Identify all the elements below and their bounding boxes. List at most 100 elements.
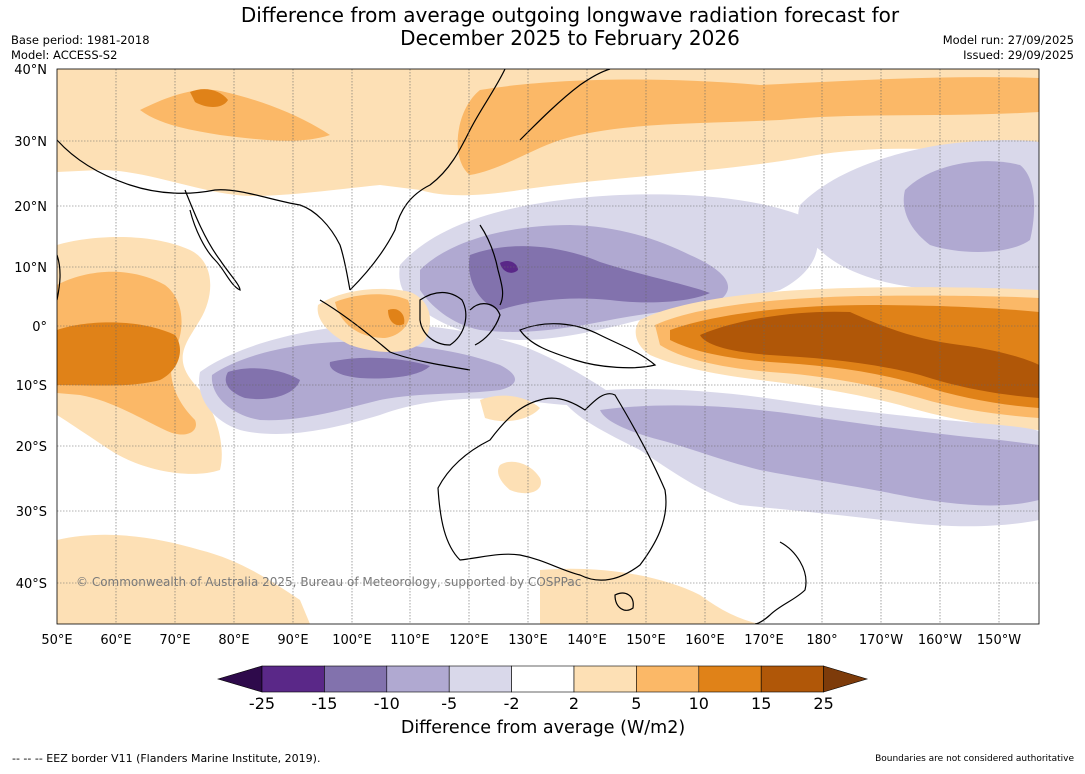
- longitude-labels: 50°E 60°E 70°E 80°E 90°E 100°E 110°E 120…: [41, 633, 1021, 648]
- colorbar-segment: [511, 665, 575, 693]
- negative-anomaly-south-pacific-medium: [600, 405, 1039, 506]
- coastlines: [57, 69, 807, 624]
- colorbar-ticks: -25 -15 -10 -5 -2 2 5 10 15 25: [249, 694, 834, 713]
- colorbar-tick: 10: [689, 694, 709, 713]
- colorbar-tick: 25: [813, 694, 833, 713]
- lat-label: 20°N: [14, 200, 47, 215]
- negative-anomaly-east-indian-strong: [225, 368, 300, 400]
- coast-sulawesi: [469, 303, 501, 346]
- colorbar-extend-high: [823, 665, 869, 693]
- lon-label: 70°E: [159, 633, 190, 648]
- positive-anomaly-central-australia-light: [498, 461, 541, 494]
- colorbar-segment: [573, 665, 637, 693]
- colorbar-segment: [698, 665, 762, 693]
- positive-anomaly-sumatra-strong: [388, 308, 405, 326]
- negative-anomaly-east-indian-medium: [211, 341, 515, 421]
- colorbar-label: Difference from average (W/m2): [400, 718, 686, 738]
- negative-anomaly-philippines-core: [500, 260, 518, 273]
- colorbar-tick: 5: [631, 694, 641, 713]
- positive-anomaly-india-light: [57, 69, 85, 112]
- coast-arabia-africa: [57, 254, 61, 301]
- lon-label: 50°E: [41, 633, 72, 648]
- colorbar-tick: -10: [374, 694, 400, 713]
- colorbar-segment: [636, 665, 700, 693]
- lon-label: 180°: [806, 633, 837, 648]
- lon-label: 140°E: [567, 633, 607, 648]
- lat-label: 20°S: [16, 440, 47, 455]
- negative-anomaly-timor-strong: [329, 357, 430, 379]
- map-title: Difference from average outgoing longwav…: [0, 4, 1085, 50]
- lon-label: 80°E: [218, 633, 249, 648]
- colorbar: [216, 665, 869, 693]
- lat-label: 0°: [32, 320, 47, 335]
- lon-label: 90°E: [277, 633, 308, 648]
- coast-new-zealand: [754, 541, 807, 624]
- boundary-disclaimer: Boundaries are not considered authoritat…: [875, 754, 1074, 764]
- lat-label: 30°S: [16, 505, 47, 520]
- title-line-1: Difference from average outgoing longwav…: [240, 3, 900, 27]
- positive-anomaly-northwest-australia-light: [480, 395, 540, 422]
- coast-india: [184, 189, 241, 291]
- lat-label: 40°N: [14, 63, 47, 78]
- positive-anomaly-tibet-strong: [190, 89, 228, 107]
- positive-anomaly-north-medium: [457, 77, 1039, 175]
- title-line-2: December 2025 to February 2026: [400, 26, 740, 50]
- positive-anomaly-central-pacific-core: [700, 311, 1039, 398]
- lon-label: 150°E: [626, 633, 666, 648]
- positive-anomaly-west-indian-strong: [57, 322, 180, 386]
- colorbar-tick: 15: [751, 694, 771, 713]
- colorbar-segment: [324, 665, 388, 693]
- model-run: Model run: 27/09/2025: [942, 33, 1074, 47]
- coast-east-asia: [349, 69, 506, 291]
- lon-label: 160°E: [685, 633, 725, 648]
- lon-label: 150°W: [977, 633, 1021, 648]
- lon-label: 130°E: [508, 633, 548, 648]
- meta-right: Model run: 27/09/2025 Issued: 29/09/2025: [943, 33, 1074, 63]
- issued-date: Issued: 29/09/2025: [963, 48, 1074, 62]
- colorbar-tick: -2: [504, 694, 520, 713]
- colorbar-segment: [386, 665, 450, 693]
- lon-label: 100°E: [332, 633, 372, 648]
- lat-label: 40°S: [16, 577, 47, 592]
- coast-japan: [519, 69, 611, 141]
- colorbar-tick: -25: [249, 694, 275, 713]
- positive-anomaly-tibet-medium: [140, 89, 330, 141]
- anomaly-field: [57, 69, 1039, 624]
- coast-philippines: [479, 224, 504, 306]
- lat-label: 10°N: [14, 261, 47, 276]
- base-period: Base period: 1981-2018: [11, 33, 150, 47]
- lon-label: 120°E: [449, 633, 489, 648]
- lat-label: 10°S: [16, 379, 47, 394]
- lon-label: 60°E: [100, 633, 131, 648]
- coast-new-guinea: [519, 323, 657, 369]
- lat-label: 30°N: [14, 135, 47, 150]
- colorbar-tick: 2: [569, 694, 579, 713]
- meta-left: Base period: 1981-2018 Model: ACCESS-S2: [11, 33, 150, 63]
- coast-australia: [437, 393, 667, 581]
- colorbar-tick: -5: [441, 694, 457, 713]
- colorbar-segment: [760, 665, 824, 693]
- map-frame: [56, 68, 1040, 625]
- lon-label: 160°W: [918, 633, 962, 648]
- coast-java-sumatra: [319, 299, 471, 371]
- gridlines: [57, 69, 1039, 624]
- colorbar-segment: [261, 665, 325, 693]
- copyright-notice: © Commonwealth of Australia 2025, Bureau…: [76, 575, 581, 589]
- positive-anomaly-southwest-light: [57, 534, 310, 624]
- coast-south-asia: [57, 139, 351, 291]
- coast-tasmania: [614, 592, 634, 611]
- lon-label: 170°E: [744, 633, 784, 648]
- model-name: Model: ACCESS-S2: [11, 48, 118, 62]
- lon-label: 170°W: [859, 633, 903, 648]
- negative-anomaly-west-pacific-strong: [469, 246, 710, 310]
- negative-anomaly-north-pacific-medium: [903, 161, 1035, 252]
- lon-label: 110°E: [390, 633, 430, 648]
- eez-legend: -- -- -- EEZ border V11 (Flanders Marine…: [12, 752, 321, 765]
- coast-borneo: [419, 291, 467, 346]
- colorbar-tick: -15: [311, 694, 337, 713]
- latitude-labels: 40°N 30°N 20°N 10°N 0° 10°S 20°S 30°S 40…: [14, 63, 47, 592]
- colorbar-extend-low: [216, 665, 263, 693]
- colorbar-segment: [448, 665, 512, 693]
- positive-anomaly-sumatra-medium: [335, 294, 411, 338]
